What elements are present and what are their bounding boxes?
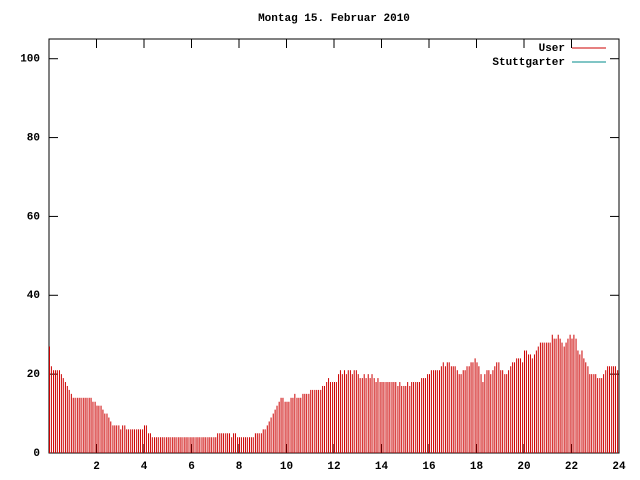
x-tick-label: 20 xyxy=(517,461,530,473)
y-tick-label: 20 xyxy=(27,369,40,381)
x-tick-label: 6 xyxy=(188,461,195,473)
x-tick-label: 22 xyxy=(565,461,578,473)
x-tick-label: 14 xyxy=(375,461,389,473)
x-tick-label: 24 xyxy=(612,461,626,473)
x-tick-label: 10 xyxy=(280,461,293,473)
x-tick-label: 2 xyxy=(93,461,100,473)
x-tick-label: 8 xyxy=(236,461,243,473)
chart-title: Montag 15. Februar 2010 xyxy=(258,13,410,25)
y-tick-label: 40 xyxy=(27,290,40,302)
x-tick-label: 4 xyxy=(141,461,148,473)
x-tick-label: 12 xyxy=(327,461,340,473)
y-tick-label: 60 xyxy=(27,211,40,223)
x-tick-label: 18 xyxy=(470,461,484,473)
y-tick-label: 100 xyxy=(20,54,40,66)
y-tick-label: 80 xyxy=(27,132,40,144)
legend-label: Stuttgarter xyxy=(492,57,565,69)
x-tick-label: 16 xyxy=(422,461,435,473)
y-tick-label: 0 xyxy=(33,448,40,460)
legend-label: User xyxy=(539,43,565,55)
